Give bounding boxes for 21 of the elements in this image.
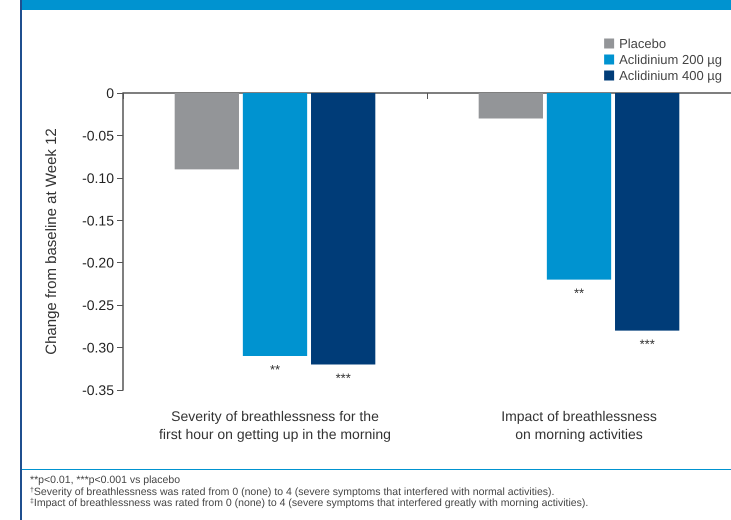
data-label: ** [574,286,584,301]
y-tick-label: -0.30 [82,340,114,356]
y-tick-label: -0.35 [82,382,114,398]
y-tick-label: -0.15 [82,212,114,228]
text: **p<0.01, ***p<0.001 vs placebo [30,474,182,486]
x-tick-label: Impact of breathlessness on morning activities [501,408,657,442]
text: $^{‡}$Impact of breathlessness was rated from 0 (none) to 4 (severe symptoms that interfered greatly with morning activities). [30,497,590,510]
text: $^{†}$Severity of breathlessness was rated from 0 (none) to 4 (severe symptoms that interfered with normal activities). [30,486,554,498]
y-axis-title: Change from baseline at Week 12 [43,128,60,355]
legend-label: Placebo [619,36,666,51]
data-label: *** [336,370,351,386]
y-tick-label: -0.20 [82,254,114,271]
legend-label: Aclidinium 400 µg [619,68,722,83]
y-tick-label: -0.05 [82,127,114,144]
x-tick-label: Severity of breathlessness for the first hour on getting up in the morning [159,408,391,442]
data-label: *** [640,336,655,352]
y-tick-label: -0.25 [82,297,114,314]
y-tick-label: -0.10 [82,170,114,186]
data-label: ** [270,362,280,378]
legend-label: Aclidinium 200 µg [619,52,722,67]
y-tick-label: 0 [106,85,114,101]
